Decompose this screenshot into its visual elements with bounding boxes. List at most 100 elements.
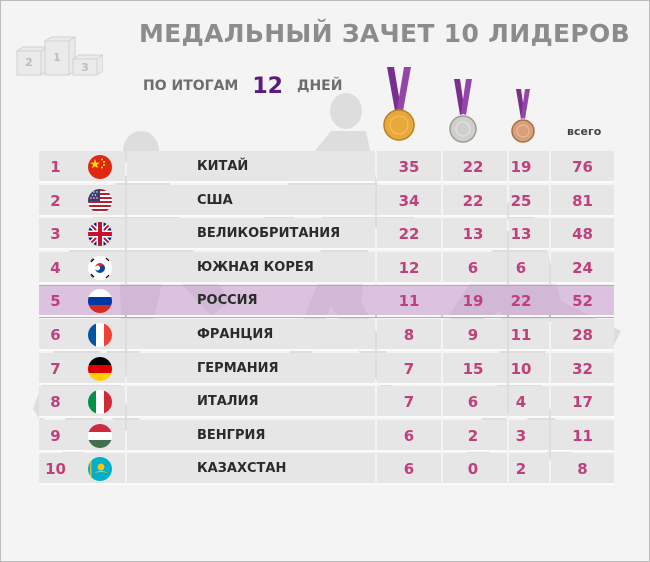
s-cell-bg <box>443 419 507 452</box>
podium-digit-3: 3 <box>81 61 89 74</box>
b-cell-bg <box>509 151 549 183</box>
country-cell-bg <box>127 218 375 251</box>
gold-count: 6 <box>403 460 415 479</box>
rank-number: 1 <box>50 158 61 176</box>
total-count: 17 <box>572 393 593 412</box>
g-cell-bg <box>377 352 441 385</box>
medal-table: 1 КИТАЙ 35 22 19 76 2 США 34 22 25 81 3 ВЕЛИКОБРИТАНИ… <box>39 151 614 487</box>
days-prefix: ПО ИТОГАМ <box>143 78 239 94</box>
country-cell-bg <box>127 386 375 419</box>
highlight-band <box>39 285 614 319</box>
total-column-header: всего <box>567 125 602 138</box>
total-count: 52 <box>572 292 593 311</box>
b-cell-bg <box>509 184 549 217</box>
silver-count: 9 <box>467 325 479 344</box>
t-cell-bg <box>551 251 614 284</box>
bronze-count: 2 <box>515 460 527 479</box>
t-cell-bg <box>551 151 614 183</box>
b-cell-bg <box>509 453 549 486</box>
rank-number: 6 <box>50 325 61 344</box>
g-cell-bg <box>377 318 441 351</box>
gold-count: 6 <box>403 426 415 445</box>
total-count: 81 <box>572 191 593 210</box>
rank-number: 5 <box>50 292 61 311</box>
table-row: 10 КАЗАХСТАН 6 0 2 8 <box>39 453 614 487</box>
g-cell-bg <box>377 285 441 318</box>
gold-count: 7 <box>403 359 415 378</box>
rank-number: 9 <box>50 426 61 445</box>
hungary-flag-icon <box>88 423 112 448</box>
uk-flag-icon <box>88 222 112 247</box>
t-cell-bg <box>551 352 614 385</box>
country-cell-bg <box>127 251 375 284</box>
table-row: 3 ВЕЛИКОБРИТАНИЯ 22 13 13 48 <box>39 218 614 252</box>
country-name: ВЕЛИКОБРИТАНИЯ <box>197 226 341 242</box>
b-cell-bg <box>509 419 549 452</box>
country-name: США <box>197 192 233 208</box>
s-cell-bg <box>443 184 507 217</box>
total-count: 32 <box>572 359 593 378</box>
table-row: 6 ФРАНЦИЯ 8 9 11 28 <box>39 318 614 353</box>
podium-digit-1: 1 <box>53 51 61 64</box>
country-name: КАЗАХСТАН <box>197 461 287 477</box>
b-cell-bg <box>509 318 549 351</box>
t-cell-bg <box>551 184 614 217</box>
country-name: ФРАНЦИЯ <box>197 326 274 342</box>
total-count: 11 <box>572 426 593 445</box>
silver-count: 2 <box>467 426 479 445</box>
bronze-count: 3 <box>515 426 527 445</box>
bronze-count: 22 <box>510 292 532 311</box>
rank-number: 2 <box>50 191 61 210</box>
bronze-count: 13 <box>510 225 532 244</box>
silver-count: 0 <box>467 460 479 479</box>
gold-count: 22 <box>398 225 420 244</box>
gold-count: 7 <box>403 393 415 412</box>
silver-count: 15 <box>462 359 484 378</box>
kazakhstan-flag-icon <box>88 457 112 482</box>
china-flag-icon <box>88 155 112 179</box>
s-cell-bg <box>443 151 507 183</box>
g-cell-bg <box>377 251 441 284</box>
bronze-medal-icon <box>511 89 535 143</box>
country-cell-bg <box>127 151 375 183</box>
country-name: ВЕНГРИЯ <box>197 427 266 443</box>
bronze-count: 19 <box>510 158 532 176</box>
silver-count: 19 <box>462 292 484 311</box>
rank-number: 8 <box>50 393 61 412</box>
rank-number: 3 <box>50 225 61 244</box>
rank-number: 10 <box>45 460 66 479</box>
italy-flag-icon <box>88 390 112 415</box>
silver-medal-icon <box>449 79 477 143</box>
b-cell-bg <box>509 218 549 251</box>
table-row: 7 ГЕРМАНИЯ 7 15 10 32 <box>39 352 614 387</box>
s-cell-bg <box>443 251 507 284</box>
silver-count: 6 <box>467 393 479 412</box>
silver-count: 22 <box>462 191 484 210</box>
country-name: ГЕРМАНИЯ <box>197 360 279 376</box>
country-cell-bg <box>127 285 375 318</box>
usa-flag-icon <box>88 188 112 213</box>
south-korea-flag-icon <box>88 255 112 280</box>
country-name: ИТАЛИЯ <box>197 394 259 410</box>
b-cell-bg <box>509 285 549 318</box>
g-cell-bg <box>377 218 441 251</box>
days-suffix: ДНЕЙ <box>296 78 343 94</box>
s-cell-bg <box>443 285 507 318</box>
country-name: ЮЖНАЯ КОРЕЯ <box>197 259 314 275</box>
bronze-count: 11 <box>510 325 532 344</box>
gold-count: 34 <box>398 191 420 210</box>
t-cell-bg <box>551 285 614 318</box>
country-cell-bg <box>127 352 375 385</box>
gold-count: 12 <box>398 258 420 277</box>
bronze-count: 4 <box>515 393 527 412</box>
t-cell-bg <box>551 386 614 419</box>
rank-number: 7 <box>50 359 61 378</box>
s-cell-bg <box>443 453 507 486</box>
t-cell-bg <box>551 318 614 351</box>
country-cell-bg <box>127 419 375 452</box>
silver-count: 22 <box>462 158 484 176</box>
g-cell-bg <box>377 453 441 486</box>
page-title: МЕДАЛЬНЫЙ ЗАЧЕТ 10 ЛИДЕРОВ <box>139 19 630 48</box>
bronze-count: 25 <box>510 191 532 210</box>
